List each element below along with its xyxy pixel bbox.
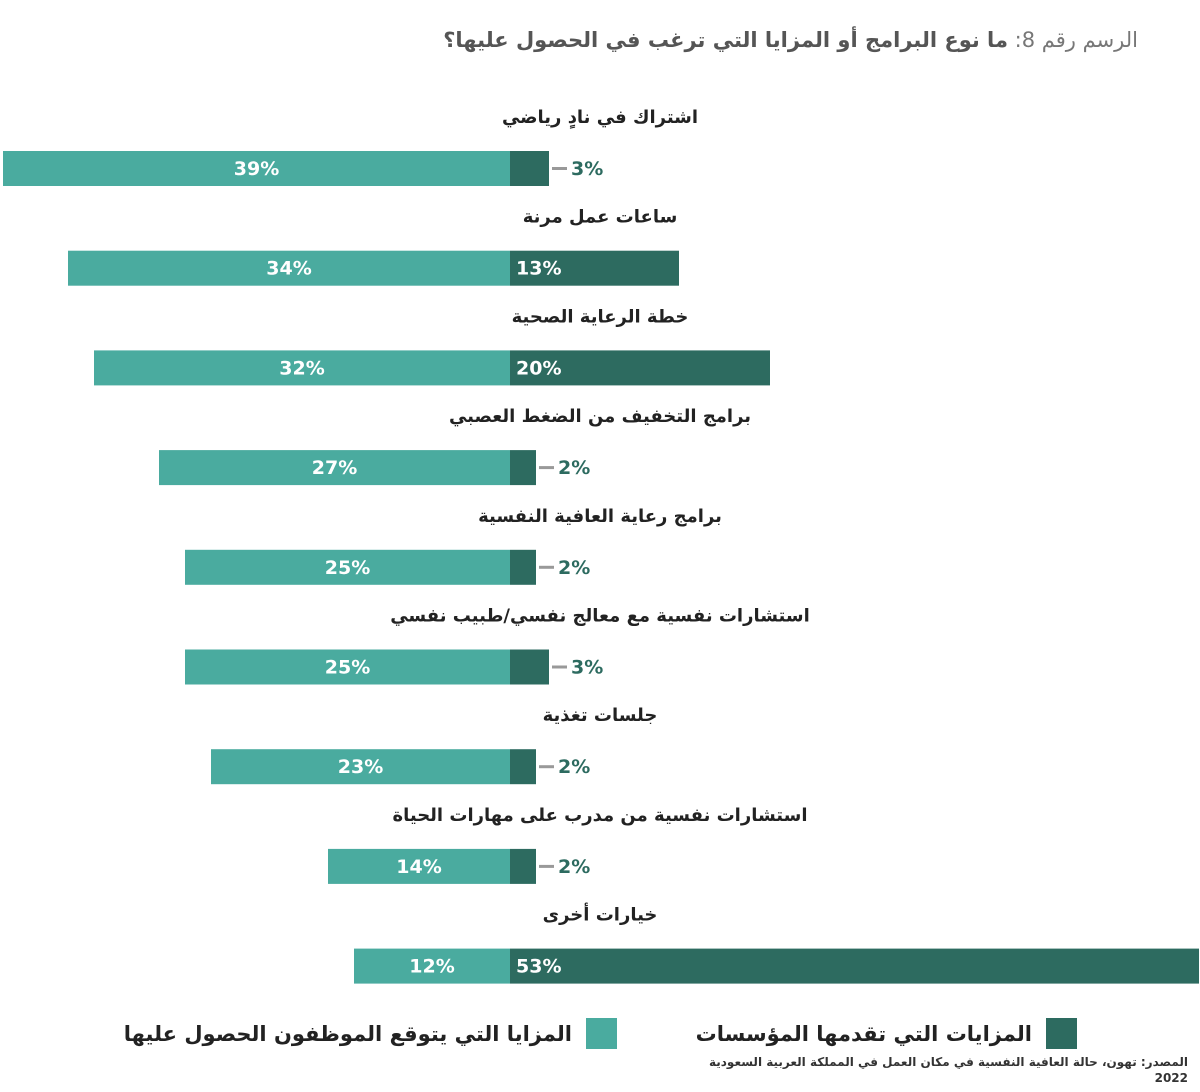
category-label: ساعات عمل مرنة [523, 207, 678, 228]
value-label: 3% [571, 657, 603, 679]
category-label: خطة الرعاية الصحية [512, 306, 689, 327]
category-label: جلسات تغذية [543, 705, 658, 726]
bar [185, 549, 510, 585]
value-label: 39% [234, 158, 279, 180]
value-label: 25% [325, 657, 370, 679]
category-label: برامج رعاية العافية النفسية [478, 506, 722, 527]
category-label: استشارات نفسية مع معالج نفسي/طبيب نفسي [390, 606, 810, 627]
value-label: 12% [409, 956, 454, 978]
bar [510, 549, 536, 585]
title-text: ما نوع البرامج أو المزايا التي ترغب في ا… [443, 28, 1008, 52]
value-label: 13% [516, 258, 561, 280]
source-line: المصدر: تهون، حالة العافية النفسية في مك… [708, 1055, 1188, 1069]
value-label: 27% [312, 457, 357, 479]
bar [510, 151, 549, 186]
bar [510, 450, 536, 486]
bar [211, 749, 510, 785]
source-line: 2022 [1154, 1071, 1188, 1085]
value-label: 53% [516, 956, 561, 978]
bar [510, 948, 1199, 984]
bar [510, 649, 549, 685]
bar [94, 350, 510, 386]
bar [510, 749, 536, 785]
value-label: 2% [558, 856, 590, 878]
bar [328, 848, 510, 884]
legend-entry: المزايا التي يتوقع الموظفون الحصول عليها [124, 1018, 617, 1049]
value-label: 2% [558, 557, 590, 579]
chart-title: الرسم رقم 8: ما نوع البرامج أو المزايا ا… [443, 28, 1138, 52]
value-label: 32% [279, 357, 324, 379]
category-label: برامج التخفيف من الضغط العصبي [449, 406, 751, 427]
value-label: 25% [325, 557, 370, 579]
legend-label: المزايا التي يتوقع الموظفون الحصول عليها [123, 1021, 572, 1046]
bar [354, 948, 510, 984]
bar [510, 848, 536, 884]
value-label: 34% [266, 258, 311, 280]
category-label: استشارات نفسية من مدرب على مهارات الحياة [392, 805, 807, 826]
legend-swatch [1046, 1018, 1077, 1049]
legend-label: المزايات التي تقدمها المؤسسات [695, 1021, 1032, 1046]
bar [159, 450, 510, 486]
value-label: 2% [558, 457, 590, 479]
bar [510, 250, 679, 286]
value-label: 20% [516, 357, 561, 379]
category-label: اشتراك في نادٍ رياضي [502, 107, 698, 129]
bar [68, 250, 510, 286]
source: المصدر: تهون، حالة العافية النفسية في مك… [709, 1054, 1188, 1086]
value-label: 2% [558, 756, 590, 778]
value-label: 23% [338, 756, 383, 778]
legend-swatch [586, 1018, 617, 1049]
bar [510, 350, 770, 386]
value-label: 14% [396, 856, 441, 878]
legend-entry: المزايات التي تقدمها المؤسسات [696, 1018, 1077, 1049]
bar [185, 649, 510, 685]
chart: اشتراك في نادٍ رياضي 39% 3% ساعات عمل مرنة 3… [3, 107, 1199, 984]
category-label: خيارات أخرى [543, 903, 658, 926]
bar [3, 151, 510, 186]
value-label: 3% [571, 158, 603, 180]
title-prefix: الرسم رقم 8: [1014, 28, 1138, 52]
